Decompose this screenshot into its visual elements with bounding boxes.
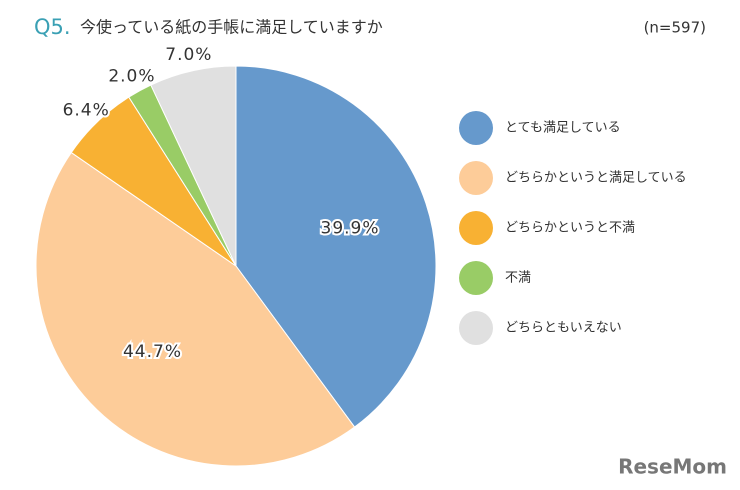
chart-title: 今使っている紙の手帳に満足していますか — [80, 18, 383, 37]
legend-label: とても満足している — [505, 121, 621, 136]
legend-marker — [459, 211, 493, 245]
legend-marker — [459, 161, 493, 195]
question-number: Q5. — [34, 15, 71, 39]
data-label: 39.9% — [321, 219, 380, 239]
legend-label: どちらかというと不満 — [505, 221, 635, 236]
pie-slice — [35, 151, 356, 467]
data-label: 6.4% — [63, 100, 110, 120]
sample-size: (n=597) — [644, 19, 706, 37]
legend-marker — [459, 311, 493, 345]
legend-label: どちらともいえない — [505, 321, 622, 336]
legend-marker — [459, 111, 493, 145]
data-label: 7.0% — [165, 45, 212, 65]
legend-label: どちらかというと満足している — [505, 171, 687, 186]
watermark: ReseMom — [618, 455, 727, 479]
pie-slice — [150, 65, 237, 267]
legend-marker — [459, 261, 493, 295]
legend-label: 不満 — [505, 271, 531, 286]
data-label: 2.0% — [108, 67, 155, 87]
pie-slice — [235, 65, 437, 428]
data-label: 44.7% — [123, 342, 182, 362]
